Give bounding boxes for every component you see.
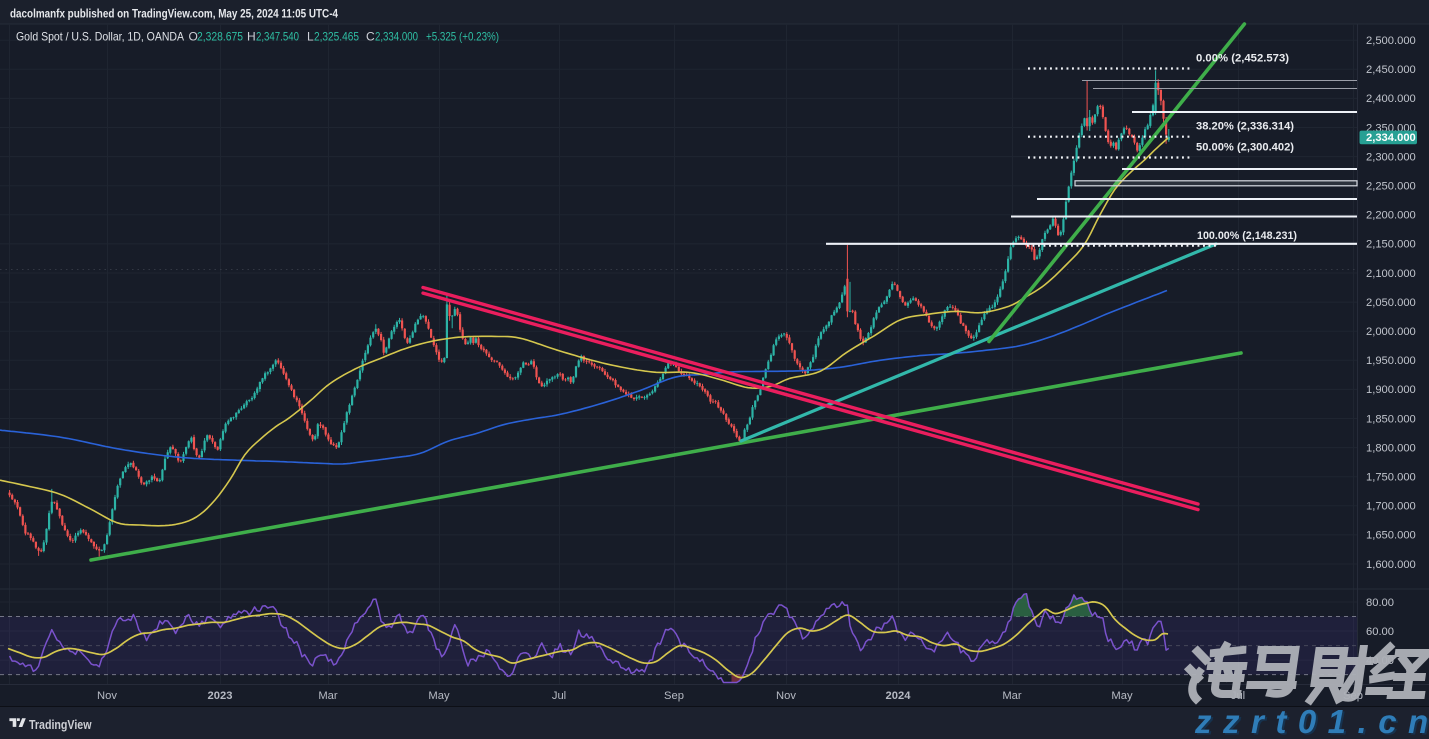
svg-text:2,400.000: 2,400.000: [1366, 93, 1416, 105]
svg-text:Mar: Mar: [318, 690, 338, 702]
svg-text:2,050.000: 2,050.000: [1366, 297, 1416, 309]
svg-text:2,150.000: 2,150.000: [1366, 239, 1416, 251]
svg-text:100.00% (2,148.231): 100.00% (2,148.231): [1197, 230, 1297, 242]
svg-text:H: H: [247, 30, 256, 44]
svg-text:1,800.000: 1,800.000: [1366, 442, 1416, 454]
svg-text:+5.325 (+0.23%): +5.325 (+0.23%): [426, 30, 499, 44]
svg-text:Sep: Sep: [664, 690, 684, 702]
svg-text:1,850.000: 1,850.000: [1366, 413, 1416, 425]
svg-text:1,600.000: 1,600.000: [1366, 559, 1416, 571]
svg-text:2,300.000: 2,300.000: [1366, 151, 1416, 163]
svg-text:2,334.000: 2,334.000: [375, 30, 418, 44]
svg-text:2,328.675: 2,328.675: [197, 30, 243, 44]
svg-text:1,750.000: 1,750.000: [1366, 472, 1416, 484]
svg-text:1,700.000: 1,700.000: [1366, 501, 1416, 513]
svg-text:2,000.000: 2,000.000: [1366, 326, 1416, 338]
svg-text:2,334.000: 2,334.000: [1366, 132, 1416, 144]
svg-text:2024: 2024: [886, 690, 912, 702]
svg-text:1,650.000: 1,650.000: [1366, 530, 1416, 542]
svg-text:1,900.000: 1,900.000: [1366, 384, 1416, 396]
svg-text:0.00% (2,452.573): 0.00% (2,452.573): [1196, 53, 1289, 65]
svg-text:May: May: [428, 690, 450, 702]
svg-text:Mar: Mar: [1002, 690, 1022, 702]
svg-text:80.00: 80.00: [1366, 597, 1394, 609]
svg-text:2,450.000: 2,450.000: [1366, 64, 1416, 76]
svg-text:O: O: [189, 30, 198, 44]
svg-text:L: L: [307, 30, 314, 44]
svg-text:Jul: Jul: [552, 690, 566, 702]
svg-text:zzrt01.cn: zzrt01.cn: [1196, 705, 1429, 739]
svg-text:Nov: Nov: [776, 690, 796, 702]
svg-text:2,100.000: 2,100.000: [1366, 268, 1416, 280]
svg-text:50.00% (2,300.402): 50.00% (2,300.402): [1196, 142, 1294, 154]
svg-text:TradingView: TradingView: [29, 717, 92, 732]
svg-text:2,325.465: 2,325.465: [314, 30, 359, 44]
svg-text:C: C: [366, 30, 375, 44]
svg-text:Gold Spot / U.S. Dollar, 1D, O: Gold Spot / U.S. Dollar, 1D, OANDA: [16, 30, 184, 44]
svg-text:2,347.540: 2,347.540: [256, 30, 299, 44]
svg-text:38.20% (2,336.314): 38.20% (2,336.314): [1196, 121, 1294, 133]
svg-text:2,250.000: 2,250.000: [1366, 181, 1416, 193]
svg-text:2,200.000: 2,200.000: [1366, 210, 1416, 222]
svg-text:zzrt01.cn: zzrt01.cn: [1194, 703, 1429, 739]
svg-text:2,500.000: 2,500.000: [1366, 35, 1416, 47]
svg-text:Nov: Nov: [97, 690, 117, 702]
svg-text:1,950.000: 1,950.000: [1366, 355, 1416, 367]
svg-text:May: May: [1111, 690, 1133, 702]
svg-text:60.00: 60.00: [1366, 626, 1394, 638]
svg-text:dacolmanfx published on Tradin: dacolmanfx published on TradingView.com,…: [10, 7, 338, 21]
svg-text:2023: 2023: [208, 690, 233, 702]
